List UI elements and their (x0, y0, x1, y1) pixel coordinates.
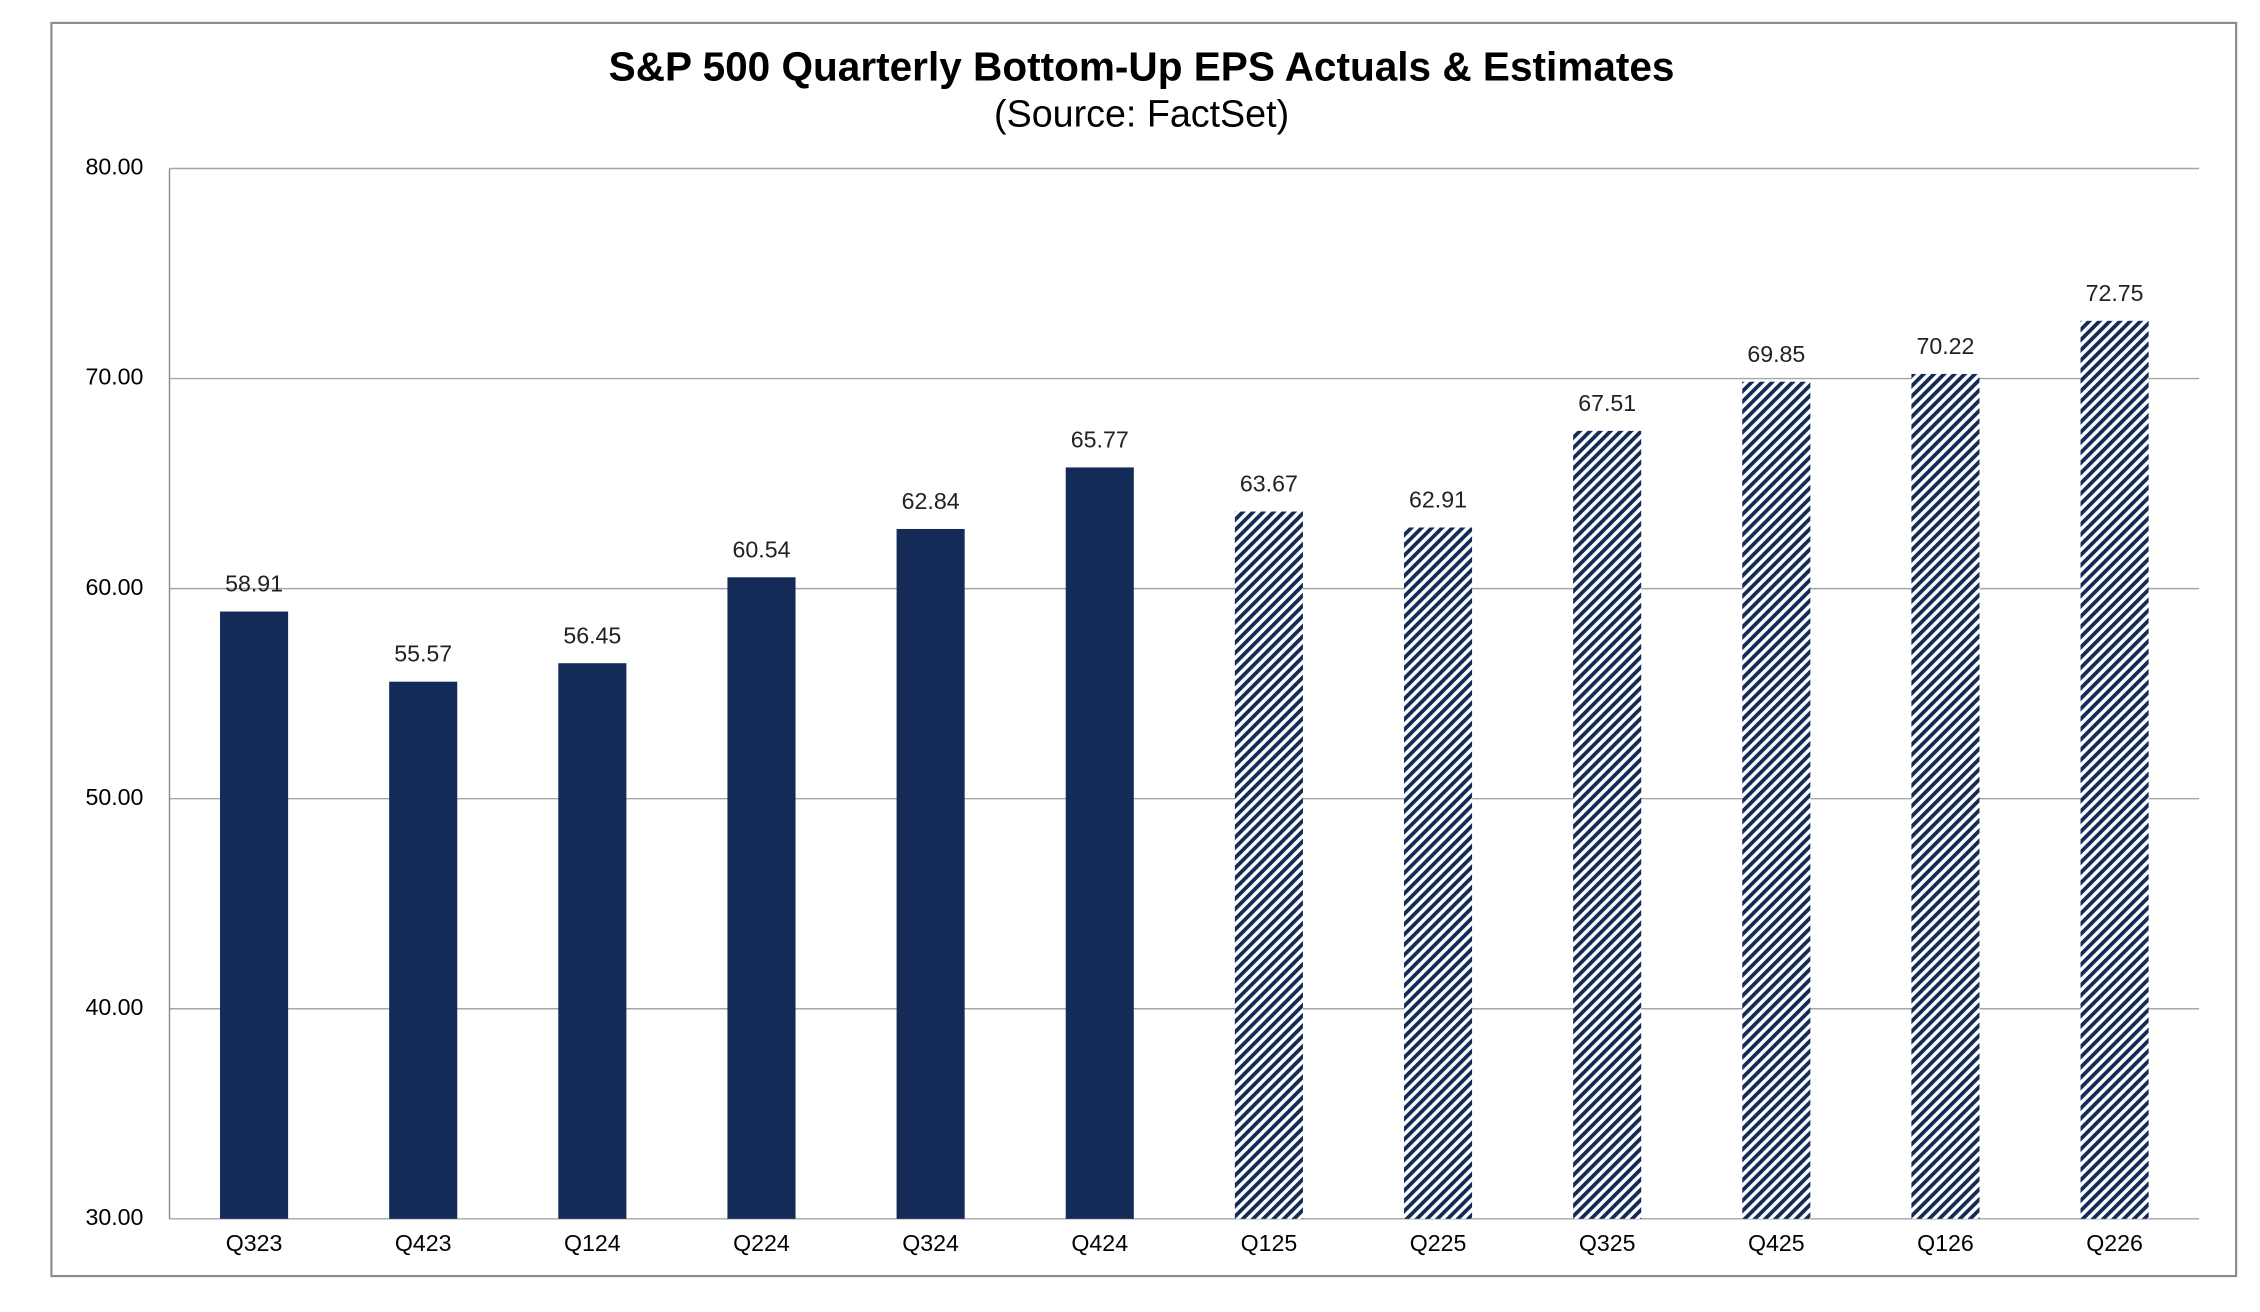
x-tick-label: Q126 (1917, 1230, 1974, 1256)
x-tick-label: Q325 (1579, 1230, 1636, 1256)
chart-subtitle: (Source: FactSet) (994, 92, 1289, 134)
bar (220, 611, 289, 1219)
value-label: 67.51 (1578, 390, 1636, 416)
value-label: 55.57 (394, 641, 452, 667)
value-label: 62.84 (902, 488, 960, 514)
x-tick-label: Q125 (1241, 1230, 1298, 1256)
bar (896, 528, 965, 1219)
value-label: 58.91 (225, 571, 283, 597)
bar (1403, 527, 1473, 1219)
x-tick-label: Q224 (733, 1230, 790, 1256)
x-tick-label: Q323 (226, 1230, 283, 1256)
bar (1065, 467, 1134, 1219)
y-tick-label: 70.00 (85, 364, 143, 390)
bar (1742, 381, 1811, 1219)
value-label: 60.54 (733, 536, 791, 562)
y-tick-label: 30.00 (85, 1204, 143, 1230)
value-label: 56.45 (563, 622, 621, 648)
x-tick-label: Q423 (395, 1230, 452, 1256)
x-tick-label: Q225 (1410, 1230, 1467, 1256)
value-label: 72.75 (2086, 280, 2144, 306)
value-label: 69.85 (1747, 341, 1805, 367)
x-tick-label: Q324 (902, 1230, 959, 1256)
value-label: 65.77 (1071, 426, 1129, 452)
bar (2080, 320, 2149, 1219)
bar (1911, 373, 1980, 1219)
y-tick-label: 80.00 (85, 154, 143, 180)
bar (558, 663, 627, 1219)
y-tick-label: 60.00 (85, 574, 143, 600)
chart-title: S&P 500 Quarterly Bottom-Up EPS Actuals … (609, 44, 1675, 90)
y-tick-label: 50.00 (85, 784, 143, 810)
x-tick-label: Q124 (564, 1230, 621, 1256)
bar (727, 577, 796, 1219)
bar (389, 681, 458, 1219)
y-tick-label: 40.00 (85, 994, 143, 1020)
value-label: 70.22 (1916, 333, 1974, 359)
x-tick-label: Q425 (1748, 1230, 1805, 1256)
x-tick-label: Q424 (1071, 1230, 1128, 1256)
x-tick-label: Q226 (2086, 1230, 2143, 1256)
bar (1573, 430, 1642, 1219)
chart-border (50, 21, 2238, 1278)
value-label: 63.67 (1240, 471, 1298, 497)
value-label: 62.91 (1409, 487, 1467, 513)
bar (1234, 511, 1303, 1219)
